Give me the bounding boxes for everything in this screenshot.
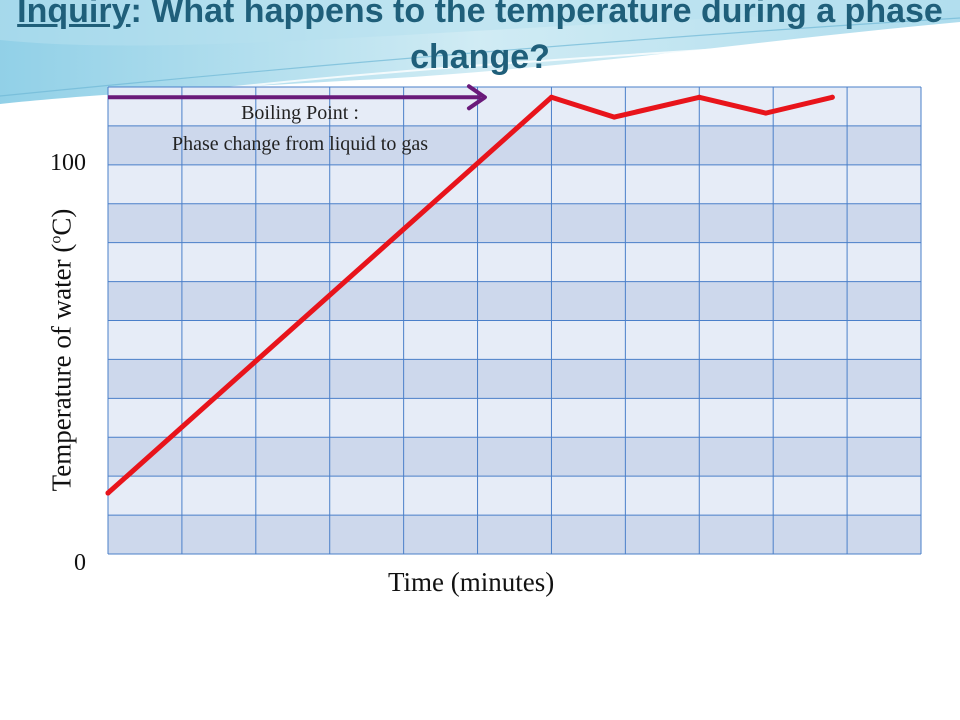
temperature-data-point — [611, 114, 617, 120]
grid-band — [108, 242, 921, 282]
temperature-data-point — [696, 94, 702, 100]
y-axis-label: Temperature of water (oC) — [47, 209, 78, 492]
boiling-point-annotation: Boiling Point : Phase change from liquid… — [110, 98, 490, 160]
annotation-line-2: Phase change from liquid to gas — [171, 133, 429, 155]
annotation-line-1: Boiling Point : — [241, 102, 359, 124]
boiling-point-arrow-head — [466, 84, 487, 111]
temperature-series-line — [105, 94, 835, 496]
temperature-data-point — [763, 110, 769, 116]
y-axis-unit: C) — [46, 208, 77, 236]
grid-band — [108, 398, 921, 438]
grid-band — [108, 476, 921, 516]
y-tick-label-100: 100 — [50, 150, 86, 176]
grid-band — [108, 515, 921, 554]
chart-series — [105, 94, 835, 496]
grid-band — [108, 359, 921, 399]
y-axis-label-text: Temperature of water ( — [46, 243, 77, 492]
temperature-data-point — [548, 94, 554, 100]
y-axis-degree-symbol: o — [47, 235, 65, 244]
y-tick-label-0: 0 — [74, 550, 86, 576]
x-axis-label: Time (minutes) — [388, 567, 555, 597]
title-inquiry-label: Inquiry — [17, 0, 131, 30]
grid-band — [108, 437, 921, 477]
background-swoosh-decoration — [0, 0, 960, 104]
boiling-point-arrow-group — [108, 84, 487, 111]
grid-band — [108, 203, 921, 243]
title-question-text: : What happens to the temperature during… — [130, 0, 943, 76]
slide-title: Inquiry: What happens to the temperature… — [0, 0, 960, 80]
chart-grid — [107, 86, 922, 555]
temperature-data-point — [829, 94, 835, 100]
grid-band — [108, 164, 921, 204]
grid-band — [108, 281, 921, 321]
grid-band — [108, 320, 921, 360]
temperature-data-point — [105, 490, 111, 496]
